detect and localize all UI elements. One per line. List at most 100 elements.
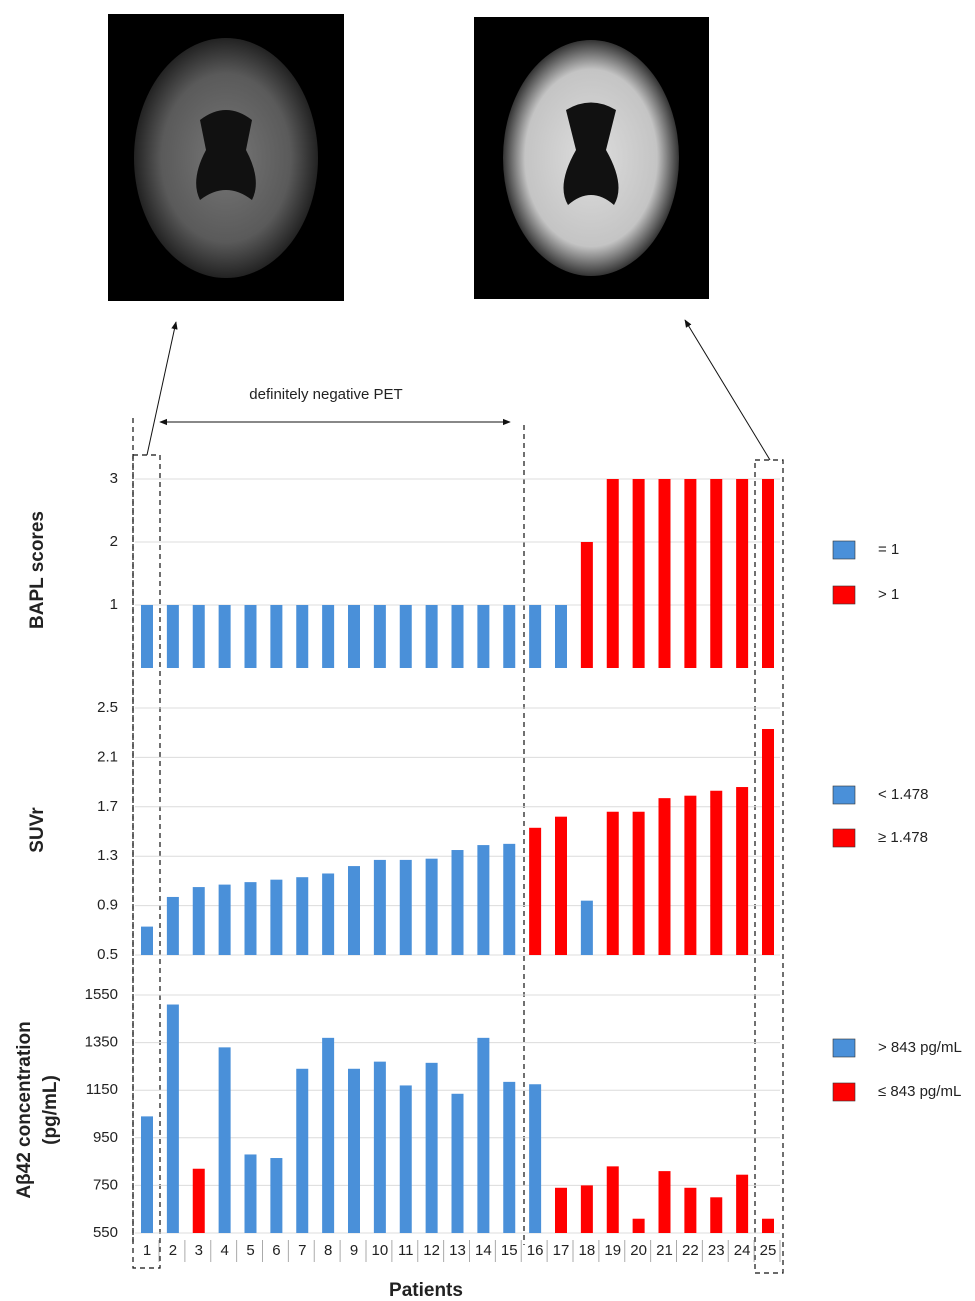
y-tick-label: 550 bbox=[93, 1224, 118, 1241]
bar bbox=[426, 859, 438, 955]
bar bbox=[167, 605, 179, 668]
bar bbox=[710, 479, 722, 668]
bar bbox=[477, 605, 489, 668]
bar bbox=[219, 885, 231, 955]
y-tick-label: 1550 bbox=[85, 986, 118, 1003]
bar bbox=[452, 605, 464, 668]
bar bbox=[762, 729, 774, 955]
bar bbox=[167, 897, 179, 955]
legend-label: > 843 pg/mL bbox=[878, 1039, 962, 1056]
bar bbox=[426, 605, 438, 668]
bar bbox=[607, 1166, 619, 1233]
bar bbox=[400, 1085, 412, 1233]
x-tick-label: 23 bbox=[708, 1242, 725, 1259]
bar bbox=[684, 1188, 696, 1233]
bar bbox=[141, 1116, 153, 1233]
bar bbox=[322, 1038, 334, 1233]
y-axis-label: SUVr bbox=[27, 807, 48, 853]
bar bbox=[219, 605, 231, 668]
bar bbox=[374, 605, 386, 668]
bar bbox=[167, 1005, 179, 1233]
bar bbox=[452, 850, 464, 955]
y-tick-label: 1350 bbox=[85, 1034, 118, 1051]
bar bbox=[452, 1094, 464, 1233]
x-tick-label: 3 bbox=[195, 1242, 203, 1259]
bar bbox=[503, 605, 515, 668]
bar bbox=[581, 1185, 593, 1233]
bar bbox=[555, 817, 567, 955]
bar bbox=[374, 1062, 386, 1233]
bar bbox=[296, 605, 308, 668]
x-tick-label: 17 bbox=[553, 1242, 570, 1259]
y-tick-label: 0.5 bbox=[97, 946, 118, 963]
bar bbox=[503, 1082, 515, 1233]
x-tick-label: 8 bbox=[324, 1242, 332, 1259]
bar bbox=[736, 787, 748, 955]
legend-label: > 1 bbox=[878, 586, 899, 603]
bar bbox=[659, 479, 671, 668]
bar bbox=[296, 877, 308, 955]
y-tick-label: 2 bbox=[110, 533, 118, 550]
x-tick-label: 20 bbox=[630, 1242, 647, 1259]
bar bbox=[141, 605, 153, 668]
bar bbox=[322, 873, 334, 955]
bar bbox=[555, 1188, 567, 1233]
arrow bbox=[685, 320, 770, 460]
x-tick-label: 12 bbox=[423, 1242, 440, 1259]
legend-swatch bbox=[833, 786, 855, 804]
y-axis-label: Aβ42 concentration bbox=[14, 1021, 35, 1198]
y-tick-label: 2.5 bbox=[97, 699, 118, 716]
bar bbox=[762, 479, 774, 668]
bar bbox=[581, 542, 593, 668]
figure: definitely negative PET 123= 1> 1BAPL sc… bbox=[0, 0, 975, 1301]
y-axis-label: (pg/mL) bbox=[40, 1075, 61, 1145]
bar bbox=[503, 844, 515, 955]
x-tick-label: 4 bbox=[220, 1242, 228, 1259]
x-tick-label: 18 bbox=[579, 1242, 596, 1259]
bar bbox=[684, 796, 696, 955]
y-tick-label: 1.3 bbox=[97, 847, 118, 864]
bar bbox=[296, 1069, 308, 1233]
bar bbox=[426, 1063, 438, 1233]
bar bbox=[348, 866, 360, 955]
bar bbox=[659, 798, 671, 955]
y-tick-label: 1 bbox=[110, 596, 118, 613]
bar bbox=[529, 1084, 541, 1233]
bar bbox=[374, 860, 386, 955]
bar bbox=[607, 812, 619, 955]
legend-swatch bbox=[833, 1039, 855, 1057]
bar bbox=[245, 605, 257, 668]
x-tick-label: 11 bbox=[398, 1242, 414, 1259]
x-tick-label: 10 bbox=[372, 1242, 389, 1259]
bar bbox=[633, 812, 645, 955]
x-tick-label: 24 bbox=[734, 1242, 751, 1259]
x-tick-label: 15 bbox=[501, 1242, 518, 1259]
bar bbox=[270, 880, 282, 955]
bar bbox=[529, 828, 541, 955]
y-tick-label: 2.1 bbox=[97, 748, 118, 765]
bar bbox=[193, 605, 205, 668]
bar bbox=[477, 845, 489, 955]
bar bbox=[659, 1171, 671, 1233]
x-tick-label: 13 bbox=[449, 1242, 466, 1259]
bar bbox=[477, 1038, 489, 1233]
y-tick-label: 950 bbox=[93, 1129, 118, 1146]
bar bbox=[141, 927, 153, 955]
bar bbox=[710, 1197, 722, 1233]
bar bbox=[710, 791, 722, 955]
pet-image-negative bbox=[108, 14, 344, 301]
x-tick-label: 14 bbox=[475, 1242, 492, 1259]
bar bbox=[607, 479, 619, 668]
x-tick-label: 9 bbox=[350, 1242, 358, 1259]
legend-swatch bbox=[833, 1083, 855, 1101]
legend-label: ≤ 843 pg/mL bbox=[878, 1083, 961, 1100]
bar bbox=[245, 1154, 257, 1233]
pet-image-positive bbox=[474, 17, 709, 299]
legend-swatch bbox=[833, 829, 855, 847]
legend-swatch bbox=[833, 586, 855, 604]
arrow bbox=[147, 322, 176, 455]
bar bbox=[633, 1219, 645, 1233]
x-axis-label: Patients bbox=[389, 1280, 463, 1301]
x-tick-label: 7 bbox=[298, 1242, 306, 1259]
